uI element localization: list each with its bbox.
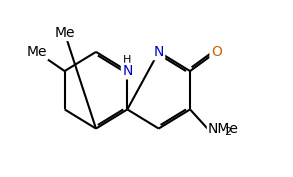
Text: 2: 2 bbox=[224, 127, 231, 137]
Text: Me: Me bbox=[54, 26, 75, 40]
Text: O: O bbox=[211, 45, 222, 59]
Text: N: N bbox=[122, 64, 132, 78]
Text: Me: Me bbox=[26, 45, 47, 59]
Text: NMe: NMe bbox=[207, 122, 238, 136]
Text: H: H bbox=[123, 55, 132, 65]
Text: N: N bbox=[154, 45, 164, 59]
